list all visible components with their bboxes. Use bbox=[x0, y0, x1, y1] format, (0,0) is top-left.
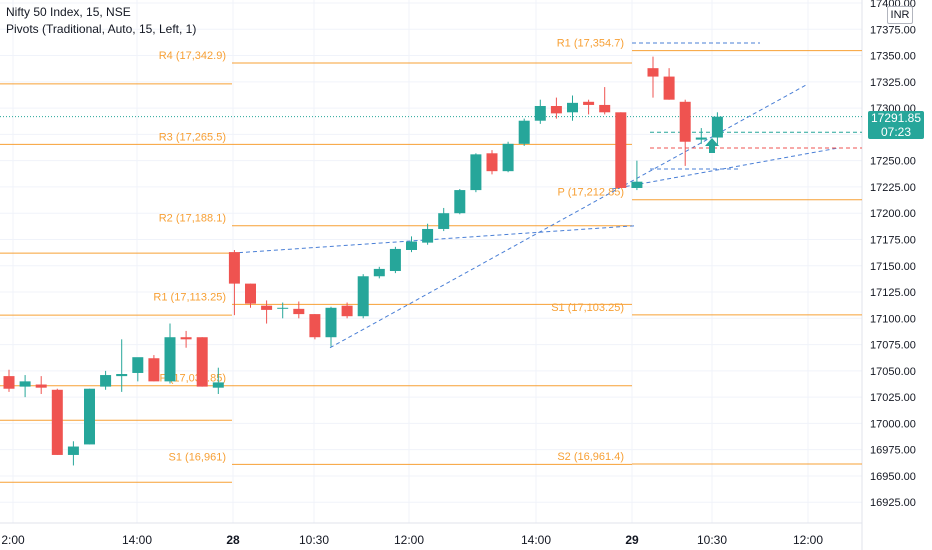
candle-body bbox=[631, 181, 643, 188]
candle-body bbox=[100, 375, 112, 387]
candle-body bbox=[164, 337, 176, 382]
candle-body bbox=[615, 112, 627, 188]
x-tick-label: 12:00 bbox=[394, 533, 424, 547]
pivot-label: S1 (17,103.25) bbox=[551, 302, 624, 314]
y-tick-label: 17125.00 bbox=[870, 287, 916, 299]
candle-body bbox=[695, 137, 707, 140]
x-tick-label: 14:00 bbox=[122, 533, 152, 547]
candle-body bbox=[228, 252, 240, 284]
candle-body bbox=[567, 102, 578, 113]
candle-body bbox=[406, 241, 417, 250]
pivot-label: P (17,035.85) bbox=[160, 373, 226, 385]
pivot-label: R3 (17,265.5) bbox=[159, 131, 226, 143]
currency-button[interactable]: INR bbox=[887, 6, 913, 24]
candle-body bbox=[486, 153, 498, 172]
x-tick-label: 10:30 bbox=[299, 533, 329, 547]
candle-body bbox=[422, 228, 434, 243]
indicator-title[interactable]: Pivots (Traditional, Auto, 15, Left, 1) bbox=[6, 22, 197, 36]
candle-body bbox=[19, 381, 31, 387]
candle-body bbox=[518, 120, 530, 144]
candle-body bbox=[212, 382, 224, 388]
candle-body bbox=[277, 307, 289, 309]
candle-body bbox=[180, 337, 192, 340]
chart-legend: Nifty 50 Index, 15, NSE Pivots (Traditio… bbox=[6, 4, 196, 38]
candle-body bbox=[550, 106, 562, 114]
candle-body bbox=[196, 337, 208, 387]
y-tick-label: 16950.00 bbox=[870, 471, 916, 483]
y-tick-label: 17175.00 bbox=[870, 234, 916, 246]
trend-line bbox=[611, 147, 839, 190]
candle-body bbox=[470, 154, 482, 191]
candle-body bbox=[148, 358, 160, 382]
candle-body bbox=[132, 357, 144, 373]
y-tick-label: 17050.00 bbox=[870, 366, 916, 378]
pivot-label: R4 (17,342.9) bbox=[159, 50, 226, 62]
symbol-title[interactable]: Nifty 50 Index, 15, NSE bbox=[6, 5, 131, 19]
pivot-label: R1 (17,113.25) bbox=[153, 291, 226, 303]
last-price-value: 17291.85 bbox=[870, 111, 922, 125]
candle-body bbox=[116, 374, 128, 377]
x-tick-label: 29 bbox=[625, 533, 639, 547]
candle-body bbox=[389, 248, 401, 272]
candle-body bbox=[647, 68, 659, 77]
candle-body bbox=[663, 76, 675, 100]
candle-body bbox=[84, 388, 95, 445]
x-tick-label: 2:00 bbox=[1, 533, 25, 547]
candle-body bbox=[583, 101, 595, 105]
candle-body bbox=[67, 446, 79, 455]
y-tick-label: 17025.00 bbox=[870, 392, 916, 404]
pivot-label: S1 (16,961) bbox=[169, 451, 226, 463]
candle-body bbox=[309, 314, 321, 338]
candle-body bbox=[711, 116, 723, 138]
candle-body bbox=[3, 376, 15, 389]
candle-body bbox=[502, 143, 514, 172]
buy-arrow-icon bbox=[705, 138, 719, 154]
x-tick-label: 28 bbox=[226, 533, 240, 547]
pivot-label: P (17,212.85) bbox=[558, 187, 624, 199]
y-tick-label: 17000.00 bbox=[870, 418, 916, 430]
candle-body bbox=[534, 106, 546, 121]
y-tick-label: 17100.00 bbox=[870, 313, 916, 325]
candle-body bbox=[438, 213, 450, 229]
pivot-label: R2 (17,188.1) bbox=[159, 213, 226, 225]
y-tick-label: 17225.00 bbox=[870, 182, 916, 194]
pivot-label: S2 (16,961.4) bbox=[557, 451, 624, 463]
candle-body bbox=[325, 307, 337, 338]
candle-body bbox=[51, 389, 63, 455]
candle-body bbox=[373, 268, 385, 277]
y-tick-label: 17375.00 bbox=[870, 24, 916, 36]
y-tick-label: 17400.00 bbox=[870, 0, 916, 10]
y-tick-label: 17250.00 bbox=[870, 156, 916, 168]
y-tick-label: 16975.00 bbox=[870, 445, 916, 457]
candle-body bbox=[454, 190, 466, 214]
x-tick-label: 12:00 bbox=[793, 533, 823, 547]
candle-body bbox=[261, 305, 273, 310]
y-tick-label: 17350.00 bbox=[870, 51, 916, 63]
candle-body bbox=[341, 305, 353, 317]
pivot-label: R1 (17,354.7) bbox=[557, 38, 624, 50]
y-tick-label: 16925.00 bbox=[870, 497, 916, 509]
candle-body bbox=[357, 276, 369, 317]
last-price-tag: 17291.85 07:23 bbox=[868, 111, 924, 139]
candle-body bbox=[245, 283, 256, 304]
y-tick-label: 17200.00 bbox=[870, 208, 916, 220]
candle-body bbox=[35, 384, 47, 388]
x-tick-label: 10:30 bbox=[697, 533, 727, 547]
candle-body bbox=[679, 101, 691, 142]
candle-body bbox=[599, 104, 611, 113]
x-tick-label: 14:00 bbox=[521, 533, 551, 547]
y-tick-label: 17075.00 bbox=[870, 340, 916, 352]
y-tick-label: 17325.00 bbox=[870, 77, 916, 89]
bar-countdown: 07:23 bbox=[880, 125, 912, 139]
y-tick-label: 17150.00 bbox=[870, 261, 916, 273]
candle-body bbox=[293, 308, 305, 315]
